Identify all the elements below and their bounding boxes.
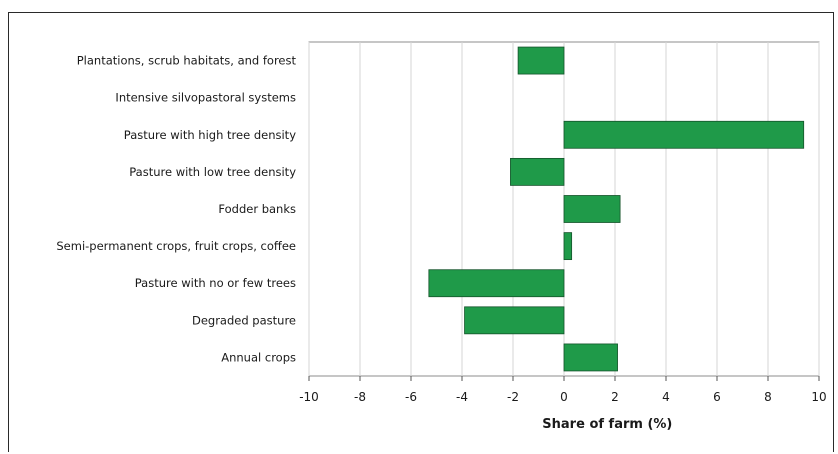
x-tick-label: -6	[405, 390, 417, 404]
category-label: Pasture with low tree density	[129, 165, 296, 179]
x-tick-label: 4	[662, 390, 670, 404]
bars	[428, 46, 805, 372]
x-axis: -10 -8 -6 -4 -2 0 2 4 6 8 10	[299, 376, 827, 404]
chart-frame	[8, 12, 834, 452]
category-label: Pasture with no or few trees	[135, 276, 296, 290]
bar	[510, 157, 565, 186]
category-label: Intensive silvopastoral systems	[115, 91, 296, 105]
x-tick-label: -4	[456, 390, 468, 404]
category-label: Pasture with high tree density	[124, 128, 296, 142]
bar	[563, 343, 618, 372]
x-tick-label: 8	[764, 390, 772, 404]
bar	[563, 120, 805, 149]
x-tick-label: 2	[611, 390, 619, 404]
x-tick-label: 6	[713, 390, 721, 404]
x-tick-label: -2	[507, 390, 519, 404]
bar	[517, 46, 565, 75]
x-tick-label: -8	[354, 390, 366, 404]
x-tick-label: 10	[811, 390, 826, 404]
category-label: Degraded pasture	[192, 313, 296, 327]
x-tick-label: 0	[560, 390, 568, 404]
bar	[563, 232, 573, 261]
category-label: Annual crops	[221, 350, 296, 364]
bar	[563, 195, 621, 223]
bar	[464, 306, 565, 335]
category-label: Plantations, scrub habitats, and forest	[77, 54, 297, 68]
category-label: Semi-permanent crops, fruit crops, coffe…	[56, 239, 296, 253]
x-tick-label: -10	[299, 390, 319, 404]
bar	[428, 269, 565, 298]
category-labels: Plantations, scrub habitats, and forest I…	[56, 54, 296, 365]
category-label: Fodder banks	[218, 202, 296, 216]
x-axis-title: Share of farm (%)	[542, 417, 672, 432]
